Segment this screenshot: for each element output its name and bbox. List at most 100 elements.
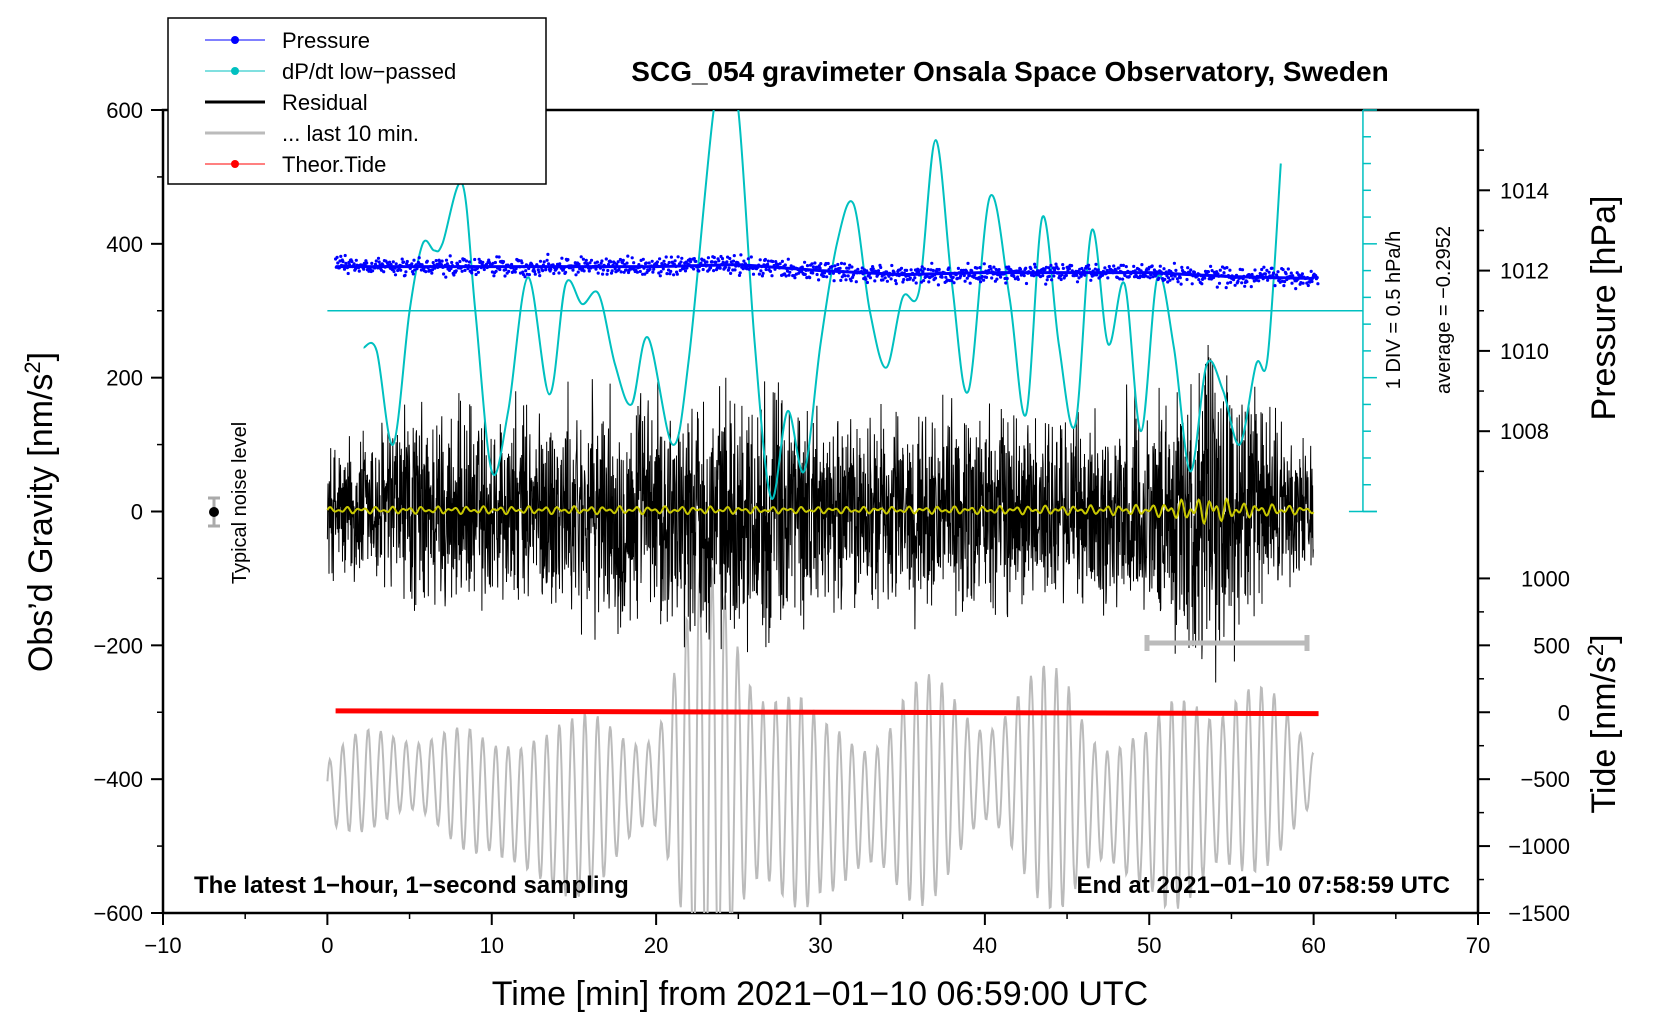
y-left-tick-label-5: 400 [106,232,143,257]
pressure-point [342,267,347,271]
pressure-point [476,270,480,274]
pressure-point [1117,266,1121,270]
pressure-point [1013,277,1018,281]
pressure-point [504,267,508,272]
pressure-point [635,270,640,274]
y-left-tick-label-2: −200 [93,633,143,658]
pressure-point [616,260,620,264]
pressure-point [1316,282,1320,286]
pressure-point [709,266,713,270]
pressure-point [582,269,586,273]
pressure-point [922,279,926,283]
pressure-point [458,259,462,264]
pressure-point [824,261,828,266]
pressure-point [737,273,742,277]
pressure-point [467,260,472,264]
pressure-point [678,268,682,273]
chart-title: SCG_054 gravimeter Onsala Space Observat… [631,56,1388,87]
pressure-point [871,267,875,271]
pressure-point [1127,275,1131,279]
pressure-point [655,260,660,264]
pressure-point [371,269,375,273]
pressure-point [688,257,692,261]
pressure-point [864,277,868,281]
pressure-point [818,266,822,270]
pressure-point [771,259,775,264]
pressure-point [989,267,993,271]
pressure-point [822,274,826,278]
pressure-point [694,259,698,263]
pressure-point [1210,269,1214,273]
pressure-point [424,270,428,274]
pressure-point [880,274,884,278]
pressure-point [933,276,938,280]
pressure-point [1174,268,1178,272]
pressure-point [803,260,807,264]
pressure-point [648,267,652,271]
pressure-point [336,261,340,265]
pressure-point [828,271,832,276]
pressure-point [999,275,1003,279]
pressure-point [1175,277,1179,281]
pressure-point [1310,279,1314,284]
pressure-point [1273,284,1277,288]
pressure-point [1240,281,1244,285]
pressure-point [751,272,756,276]
pressure-point [618,257,623,262]
pressure-point [393,273,398,277]
pressure-point [1033,265,1037,269]
pressure-point [454,269,458,273]
pressure-point [1121,263,1125,267]
tide-line [335,708,1319,717]
pressure-point [584,258,588,262]
y-tide-tick-label-0: −1500 [1508,901,1570,926]
pressure-point [537,270,541,274]
pressure-point [647,261,651,265]
pressure-point [922,267,927,271]
pressure-point [689,260,693,264]
pressure-point [990,276,994,280]
pressure-point [1070,264,1074,268]
pressure-point [727,266,731,270]
pressure-point [533,270,537,274]
pressure-point [470,268,474,272]
pressure-point [1043,268,1047,272]
pressure-line [335,263,1314,280]
pressure-point [947,266,951,270]
pressure-point [399,268,403,272]
pressure-point [430,271,434,275]
pressure-point [1075,273,1079,277]
pressure-point [721,260,725,264]
pressure-point [714,260,718,264]
pressure-point [979,280,983,284]
pressure-point [658,257,662,261]
pressure-point [1224,286,1228,290]
y-left-tick-label-4: 200 [106,366,143,391]
pressure-point [403,273,407,277]
pressure-point [927,280,931,284]
y-tide-tick-label-5: 1000 [1521,566,1570,591]
pressure-point [650,259,654,263]
pressure-point [615,262,619,266]
x-tick-label-2: 10 [480,933,504,958]
y-tide-tick-label-2: −500 [1520,767,1570,792]
pressure-point [507,269,511,273]
legend-item-3: ... last 10 min. [205,121,419,146]
pressure-point [764,267,768,272]
pressure-point [1024,266,1028,270]
pressure-point [440,259,444,263]
pressure-point [819,262,823,266]
pressure-point [950,279,954,283]
pressure-point [382,270,386,274]
pressure-point [967,274,972,278]
pressure-point [558,262,562,266]
pressure-point [1300,272,1304,276]
pressure-point [909,268,913,272]
x-tick-label-5: 40 [973,933,997,958]
pressure-point [638,269,642,274]
pressure-point [352,262,356,266]
y-tide-tick-label-3: 0 [1558,700,1570,725]
pressure-point [1262,265,1266,269]
pressure-point [937,267,941,272]
pressure-point [377,260,381,264]
